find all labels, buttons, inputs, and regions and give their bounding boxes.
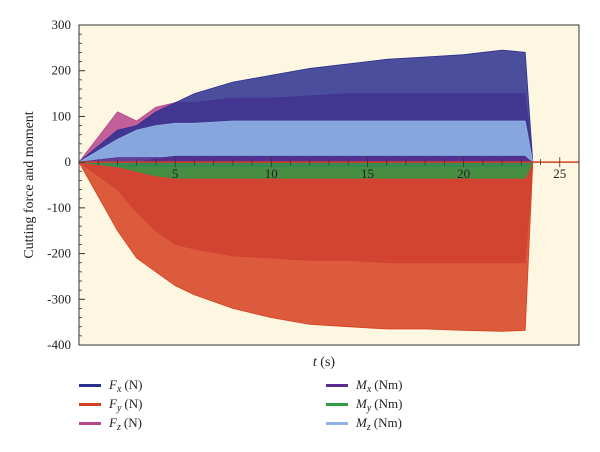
y-tick-label: 100: [52, 108, 72, 123]
y-tick-label: 300: [52, 17, 72, 32]
legend-symbol: M: [356, 396, 367, 411]
series-band-mz: [77, 120, 579, 168]
legend-symbol: F: [109, 415, 117, 430]
legend-symbol: F: [109, 396, 117, 411]
legend-subscript: y: [116, 402, 122, 414]
legend-symbol: M: [356, 415, 367, 430]
legend-subscript: x: [366, 383, 372, 395]
legend-swatch: [79, 421, 101, 425]
x-axis-label: t (s): [313, 355, 336, 370]
y-tick-label: -300: [47, 291, 71, 306]
chart: 300 200 100 0 -100 -200 -300 -400 5 10 15 20 25 Cutt…: [22, 17, 580, 370]
y-tick-label: -400: [47, 337, 71, 352]
x-tick-label: 20: [457, 166, 470, 181]
y-tick-label: 200: [52, 63, 72, 78]
legend-unit: (N): [123, 415, 142, 430]
x-tick-label: 15: [361, 166, 374, 181]
legend-symbol: F: [109, 377, 117, 392]
y-axis-label: Cutting force and moment: [22, 111, 37, 258]
plot-frame: [78, 24, 580, 346]
legend-subscript: z: [366, 421, 371, 433]
legend-swatch: [326, 402, 348, 406]
legend-swatch: [79, 383, 101, 387]
legend-unit: (Nm): [374, 396, 403, 411]
legend-unit: (Nm): [374, 377, 403, 392]
legend-unit: (N): [124, 396, 143, 411]
y-tick-label: -200: [47, 246, 71, 261]
x-axis-unit: (s): [317, 355, 336, 370]
y-tick-label: -100: [47, 200, 71, 215]
legend-subscript: y: [366, 402, 372, 414]
x-axis-symbol: t: [313, 355, 318, 370]
axis-ticks: 300 200 100 0 -100 -200 -300 -400 5 10 15 20 25: [47, 17, 580, 352]
series-bands: [77, 49, 579, 332]
x-tick-label: 10: [265, 166, 278, 181]
legend-unit: (Nm): [373, 415, 402, 430]
legend-swatch: [326, 383, 348, 387]
legend-subscript: z: [116, 421, 121, 433]
y-tick-label: 0: [65, 154, 72, 169]
x-tick-label: 5: [172, 166, 179, 181]
legend-unit: (N): [124, 377, 143, 392]
x-tick-label: 25: [553, 166, 566, 181]
legend-subscript: x: [116, 383, 122, 395]
legend-symbol: M: [356, 377, 367, 392]
legend-swatch: [79, 402, 101, 406]
legend-swatch: [326, 421, 348, 425]
